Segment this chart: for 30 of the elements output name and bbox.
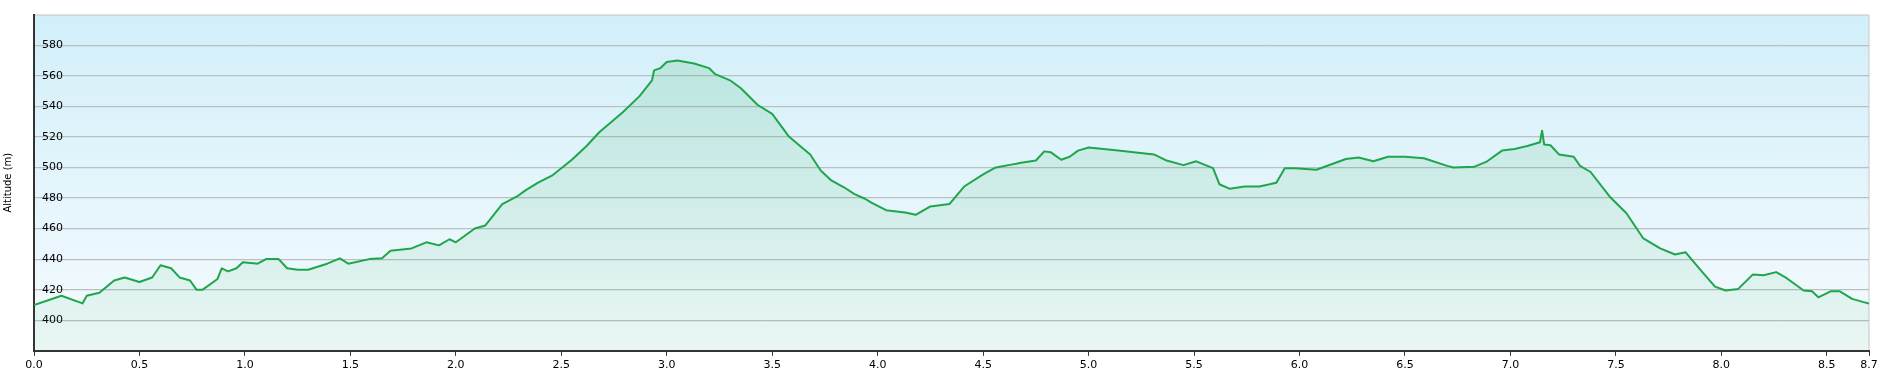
x-tick-label: 4.0 — [868, 358, 887, 372]
x-tick-label: 5.0 — [1079, 358, 1098, 372]
x-tick-label: 4.5 — [974, 358, 992, 372]
y-tick-label: 480 — [42, 190, 63, 204]
x-tick-label: 2.5 — [552, 358, 571, 372]
x-tick-label: 8.7 — [1860, 358, 1878, 372]
x-tick-label: 7.0 — [1501, 358, 1520, 372]
x-tick-label: 6.0 — [1290, 358, 1309, 372]
y-tick-label: 500 — [42, 160, 63, 174]
x-tick-label: 0.0 — [25, 358, 43, 372]
x-tick-label: 0.5 — [130, 358, 149, 372]
x-tick-label: 7.5 — [1607, 358, 1625, 372]
y-tick-label: 400 — [42, 313, 63, 327]
y-tick-label: 420 — [42, 282, 63, 296]
x-tick-label: 3.5 — [763, 358, 781, 372]
y-tick-label: 540 — [42, 99, 63, 113]
x-tick-label: 8.0 — [1712, 358, 1731, 372]
y-tick-label: 460 — [42, 221, 63, 235]
y-axis-title: Altitude (m) — [1, 152, 13, 213]
y-tick-label: 440 — [42, 251, 63, 265]
x-tick-label: 1.5 — [341, 358, 360, 372]
y-tick-label: 580 — [42, 38, 63, 52]
y-tick-label: 560 — [42, 68, 63, 82]
x-tick-label: 1.0 — [236, 358, 254, 372]
x-tick-label: 3.0 — [658, 358, 676, 372]
x-tick-label: 8.5 — [1818, 358, 1836, 372]
x-tick-label: 6.5 — [1396, 358, 1414, 372]
x-tick-label: 2.0 — [447, 358, 465, 372]
y-tick-label: 520 — [42, 129, 63, 143]
x-tick-label: 5.5 — [1185, 358, 1203, 372]
